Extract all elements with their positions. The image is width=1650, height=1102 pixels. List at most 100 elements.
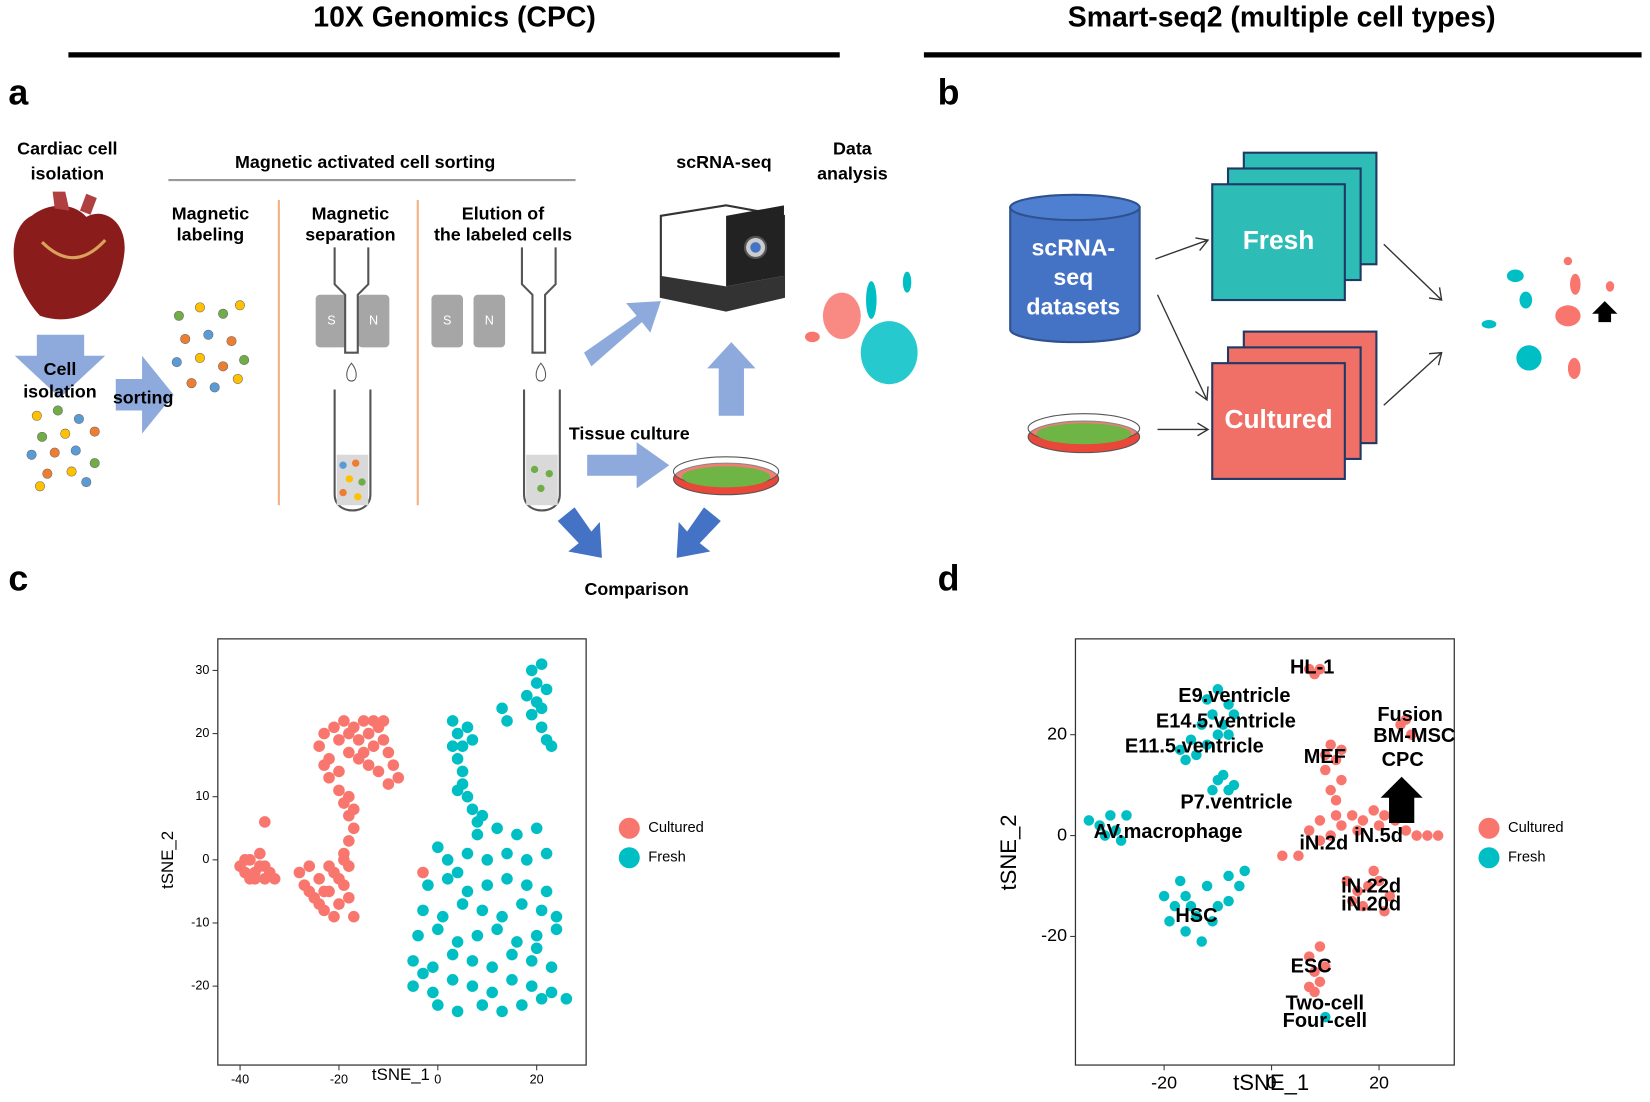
- point: [338, 715, 350, 727]
- point: [1357, 900, 1369, 912]
- point: [432, 999, 444, 1011]
- point: [1169, 900, 1181, 912]
- point: [441, 854, 454, 866]
- panel-label: a: [8, 72, 29, 112]
- point: [313, 873, 325, 885]
- y-tick-label: 10: [195, 789, 209, 803]
- point: [525, 708, 538, 721]
- separation-column-part: [339, 488, 347, 497]
- point: [1228, 709, 1240, 720]
- point: [1180, 890, 1191, 902]
- point: [1121, 810, 1132, 821]
- point: [456, 765, 469, 778]
- cell-icons-part: [70, 445, 81, 456]
- separation-column-part: [345, 475, 354, 483]
- point: [1384, 890, 1396, 902]
- point: [545, 961, 558, 973]
- cell-icons-part: [171, 357, 182, 368]
- point: [343, 891, 355, 904]
- cell-icons-part: [73, 413, 84, 424]
- point: [333, 765, 345, 778]
- annotation: MEF: [1304, 746, 1346, 768]
- legend-label: Fresh: [1508, 850, 1546, 866]
- point: [1330, 794, 1342, 806]
- dish-icon: [672, 456, 780, 496]
- point: [486, 961, 498, 973]
- point: [259, 860, 271, 872]
- point: [1325, 739, 1336, 751]
- annotation: E14.5.ventricle: [1156, 710, 1296, 732]
- step-label: the labeled cells: [434, 225, 572, 245]
- point: [1373, 875, 1385, 887]
- point: [338, 854, 350, 866]
- separation-column-part: [354, 493, 362, 501]
- step-label: scRNA-seq: [676, 152, 771, 172]
- magnet-label: N: [485, 313, 494, 327]
- separation-column: [315, 247, 390, 512]
- point: [1223, 699, 1234, 710]
- section-title: Magnetic activated cell sorting: [235, 152, 495, 172]
- point: [540, 683, 553, 696]
- x-axis-label: tSNE_1: [1233, 1070, 1309, 1095]
- point: [318, 727, 330, 740]
- point: [377, 715, 390, 727]
- point: [456, 740, 469, 752]
- point: [347, 803, 360, 816]
- elution-column-part: [526, 454, 558, 506]
- point: [1099, 830, 1111, 841]
- point: [1277, 850, 1288, 862]
- cell-icons-part: [34, 481, 45, 492]
- point: [328, 910, 340, 923]
- point: [1212, 900, 1224, 912]
- point: [387, 759, 400, 771]
- sequencer-icon: [659, 204, 786, 312]
- point: [491, 822, 503, 835]
- point: [1325, 830, 1336, 841]
- step-label: isolation: [31, 164, 105, 184]
- separation-column-part: [346, 362, 357, 382]
- point: [1336, 820, 1347, 831]
- step-label: Tissue culture: [569, 423, 690, 443]
- scatter-plot: -40 -20 0 20 -20 -10 0 10 20 30 Cultured Fresh tSNE_…: [158, 638, 704, 1087]
- y-tick-label: 0: [202, 852, 209, 866]
- point: [560, 992, 573, 1005]
- cell-icons-part: [37, 431, 48, 442]
- point: [501, 715, 513, 727]
- step-label: isolation: [23, 381, 97, 401]
- x-axis-label: tSNE_1: [372, 1065, 430, 1084]
- y-axis-label: tSNE_2: [996, 814, 1021, 890]
- cell-icons-part: [81, 477, 92, 488]
- y-tick-label: 0: [1057, 824, 1067, 844]
- annotation: HL-1: [1290, 657, 1334, 679]
- point: [1212, 684, 1224, 695]
- point: [535, 721, 548, 734]
- cultured-stack-part: [1211, 362, 1346, 480]
- point: [525, 955, 538, 967]
- flow-arrows: [1155, 237, 1443, 437]
- annotation: HSC: [1175, 905, 1217, 927]
- point: [427, 986, 439, 999]
- point: [1320, 1011, 1331, 1023]
- point: [476, 999, 489, 1011]
- point: [362, 727, 375, 740]
- point: [1406, 729, 1417, 740]
- point: [1185, 900, 1197, 912]
- flow-arrows-part: [1383, 243, 1443, 301]
- cell-icons-part: [218, 308, 229, 319]
- annotation: iN.22d: [1341, 875, 1401, 897]
- point: [461, 790, 474, 803]
- annotation: iN.5d: [1354, 825, 1403, 847]
- header-right: Smart-seq2 (multiple cell types): [923, 2, 1642, 58]
- point: [1191, 749, 1202, 761]
- cell-icons-part: [218, 361, 229, 372]
- database-label: seq: [1053, 264, 1093, 290]
- point: [1191, 911, 1202, 922]
- point: [516, 999, 528, 1011]
- point: [481, 854, 494, 866]
- point: [1400, 825, 1412, 836]
- point: [506, 974, 518, 986]
- point: [1325, 784, 1336, 796]
- x-tick-label: 20: [530, 1073, 544, 1087]
- y-tick-label: -10: [191, 915, 209, 929]
- point: [412, 929, 424, 942]
